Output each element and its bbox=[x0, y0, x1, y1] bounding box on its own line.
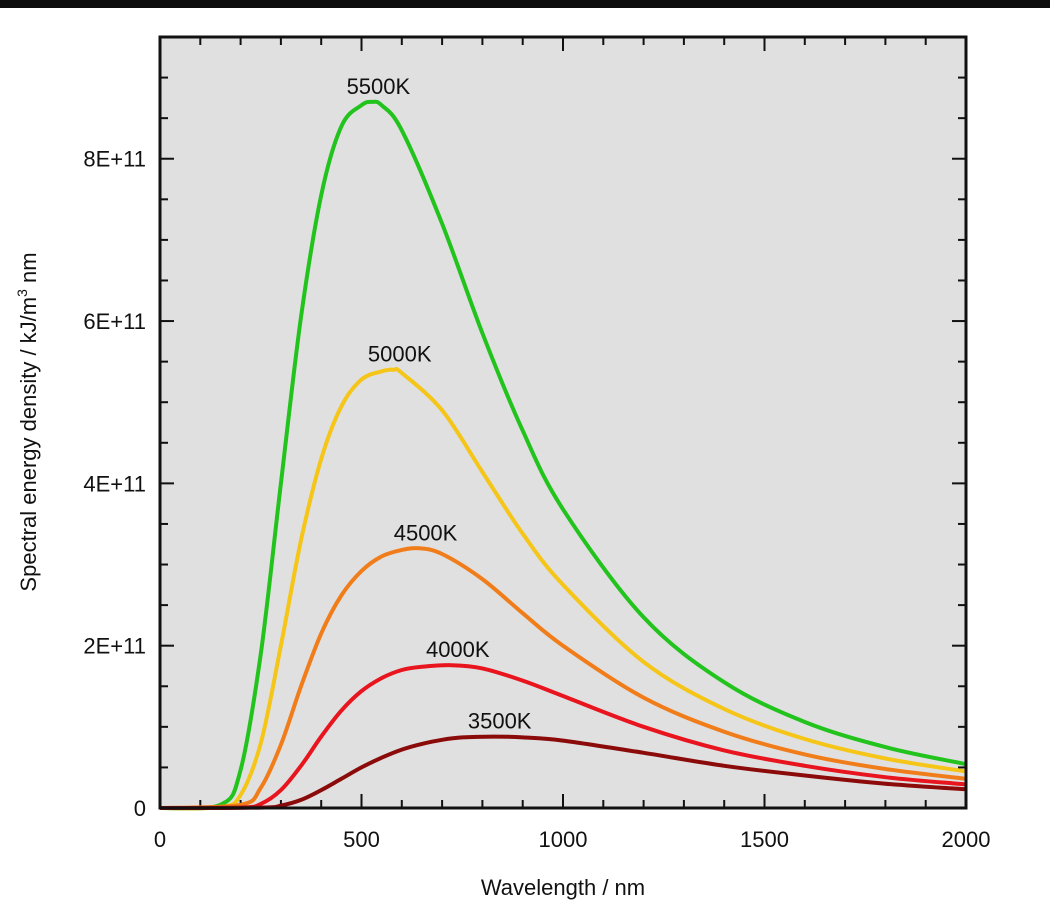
series-label-5500k: 5500K bbox=[347, 74, 411, 99]
tick-labels: 0 500 1000 1500 2000 0 2E+11 4E+11 6E+11 8E+11 bbox=[83, 147, 990, 852]
y-axis-title-sup: 3 bbox=[14, 289, 30, 297]
series-label-4000k: 4000K bbox=[426, 637, 490, 662]
series-line-4500k bbox=[159, 546, 967, 810]
x-tick-label: 1500 bbox=[740, 827, 789, 852]
x-tick-label: 1000 bbox=[539, 827, 588, 852]
top-black-bar bbox=[0, 0, 1050, 8]
series-line-5500k bbox=[159, 99, 967, 811]
series-lines bbox=[159, 99, 967, 811]
plot-area bbox=[160, 37, 966, 808]
series-label-3500k: 3500K bbox=[468, 709, 532, 734]
series-label-5000k: 5000K bbox=[368, 342, 432, 367]
y-axis-title: Spectral energy density / kJ/m3 nm bbox=[14, 252, 41, 591]
x-axis-title: Wavelength / nm bbox=[481, 875, 645, 900]
x-tick-label: 2000 bbox=[942, 827, 991, 852]
x-tick-label: 500 bbox=[343, 827, 380, 852]
y-axis-title-unit: nm bbox=[16, 252, 41, 289]
x-tick-label: 0 bbox=[154, 827, 166, 852]
y-tick-label: 2E+11 bbox=[83, 634, 146, 659]
series-label-4500k: 4500K bbox=[394, 520, 458, 545]
y-tick-label: 0 bbox=[134, 796, 146, 821]
y-tick-label: 4E+11 bbox=[83, 471, 146, 496]
series-line-4000k bbox=[159, 663, 967, 811]
plot-frame bbox=[158, 35, 968, 810]
y-tick-label: 6E+11 bbox=[83, 309, 146, 334]
y-axis-title-main: Spectral energy density / kJ/m bbox=[16, 297, 41, 592]
series-line-5000k bbox=[159, 366, 967, 811]
peak-labels: 5500K 5000K 4500K 4000K 3500K bbox=[347, 74, 532, 734]
series-line-3500k bbox=[159, 734, 967, 810]
y-tick-label: 8E+11 bbox=[83, 147, 146, 172]
